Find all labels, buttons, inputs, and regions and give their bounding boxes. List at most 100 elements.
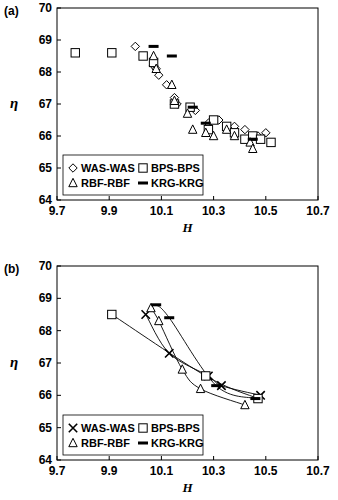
y-tick-label: 66 xyxy=(39,388,53,402)
point xyxy=(170,96,178,104)
point xyxy=(230,131,238,139)
legend-marker xyxy=(138,182,148,185)
y-tick-label: 70 xyxy=(39,1,53,15)
point xyxy=(165,349,173,357)
point xyxy=(196,384,204,392)
legend-marker xyxy=(69,164,77,172)
legend-label: RBF-RBF xyxy=(81,437,130,449)
y-tick xyxy=(57,298,61,299)
point xyxy=(188,106,198,109)
legend-marker xyxy=(69,438,77,446)
y-tick-label: 65 xyxy=(39,421,53,435)
y-tick xyxy=(57,104,61,105)
y-tick xyxy=(57,330,61,331)
legend-marker xyxy=(69,424,77,432)
legend-marker xyxy=(139,164,147,172)
panel: 9.79.910.110.310.510.764656667686970Hη(b… xyxy=(4,259,330,495)
x-tick-label: 9.9 xyxy=(101,464,118,478)
point xyxy=(108,310,116,318)
point xyxy=(211,384,221,387)
x-tick xyxy=(265,196,266,200)
y-axis-label: η xyxy=(10,354,18,370)
point xyxy=(131,42,139,50)
point xyxy=(249,132,257,140)
y-tick-label: 69 xyxy=(39,33,53,47)
point xyxy=(178,365,186,373)
point xyxy=(201,122,211,125)
x-axis-label: H xyxy=(181,220,193,235)
panel-label: (a) xyxy=(4,4,19,18)
point xyxy=(222,125,230,133)
y-tick-label: 64 xyxy=(39,193,53,207)
point xyxy=(202,128,210,136)
legend-label: WAS-WAS xyxy=(81,422,135,434)
point xyxy=(149,45,159,48)
y-tick-label: 68 xyxy=(39,324,53,338)
legend-box xyxy=(63,155,203,195)
trend-line xyxy=(112,315,258,399)
legend-label: KRG-KRG xyxy=(151,437,204,449)
y-tick xyxy=(57,460,61,461)
point xyxy=(71,49,79,57)
y-tick xyxy=(57,200,61,201)
x-tick xyxy=(318,456,319,460)
point xyxy=(149,51,157,59)
y-tick-label: 65 xyxy=(39,161,53,175)
x-tick-label: 10.3 xyxy=(202,464,226,478)
y-tick-label: 67 xyxy=(39,356,53,370)
y-tick xyxy=(57,136,61,137)
y-tick xyxy=(57,395,61,396)
y-tick-label: 68 xyxy=(39,65,53,79)
x-tick xyxy=(109,196,110,200)
panel: 9.79.910.110.310.510.764656667686970Hη(a… xyxy=(4,1,330,235)
x-tick xyxy=(318,196,319,200)
data-area xyxy=(108,303,265,408)
y-tick xyxy=(57,72,61,73)
y-tick-label: 69 xyxy=(39,291,53,305)
legend-label: WAS-WAS xyxy=(81,162,135,174)
y-tick-label: 67 xyxy=(39,97,53,111)
y-tick xyxy=(57,266,61,267)
figure: 9.79.910.110.310.510.764656667686970Hη(a… xyxy=(0,0,338,500)
y-tick-label: 64 xyxy=(39,453,53,467)
y-tick xyxy=(57,168,61,169)
x-tick-label: 10.5 xyxy=(254,204,278,218)
legend-label: KRG-KRG xyxy=(151,177,204,189)
x-tick xyxy=(161,456,162,460)
point xyxy=(152,64,160,72)
point xyxy=(108,49,116,57)
y-tick xyxy=(57,427,61,428)
x-tick-label: 10.1 xyxy=(150,464,174,478)
point xyxy=(241,125,249,133)
point xyxy=(139,52,147,60)
x-tick xyxy=(57,196,58,200)
point xyxy=(202,372,210,380)
point xyxy=(151,303,161,306)
trend-line xyxy=(156,305,255,399)
point xyxy=(155,316,163,324)
trend-line xyxy=(151,308,245,405)
point xyxy=(209,131,217,139)
y-tick xyxy=(57,363,61,364)
point xyxy=(168,80,176,88)
x-tick-label: 10.5 xyxy=(254,464,278,478)
x-tick-label: 10.3 xyxy=(202,204,226,218)
y-tick xyxy=(57,8,61,9)
point xyxy=(248,138,258,141)
x-tick-label: 10.7 xyxy=(306,204,330,218)
point xyxy=(183,109,191,117)
x-tick-label: 10.1 xyxy=(150,204,174,218)
point xyxy=(267,138,275,146)
legend-marker xyxy=(138,442,148,445)
legend: WAS-WASBPS-BPSRBF-RBFKRG-KRG xyxy=(63,155,204,195)
x-tick-label: 9.9 xyxy=(101,204,118,218)
trend-line xyxy=(146,315,261,396)
y-tick-label: 66 xyxy=(39,129,53,143)
point xyxy=(249,144,257,152)
plot-frame xyxy=(57,8,318,200)
y-tick-label: 70 xyxy=(39,259,53,273)
legend-label: BPS-BPS xyxy=(151,162,200,174)
x-tick xyxy=(213,196,214,200)
y-axis-label: η xyxy=(10,95,18,111)
legend-marker xyxy=(69,178,77,186)
